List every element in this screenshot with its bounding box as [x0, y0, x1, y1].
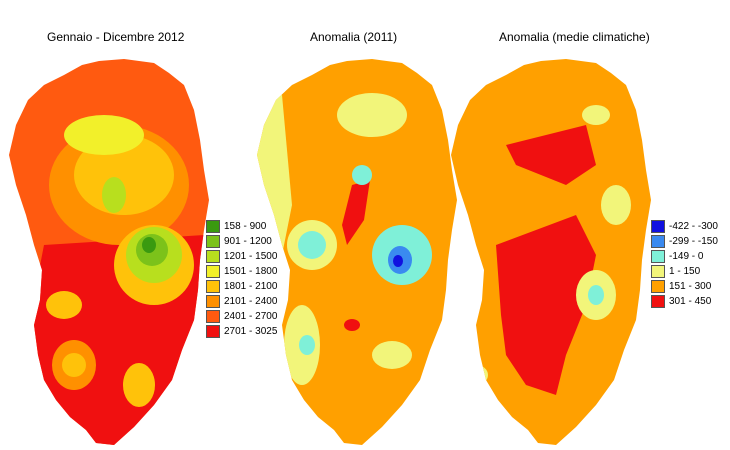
anomaly-2011-map [257, 59, 457, 445]
legend-entry: 151 - 300 [651, 279, 718, 294]
legend-entry: -422 - -300 [651, 219, 718, 234]
legend-entry: 1201 - 1500 [206, 249, 277, 264]
legend-label: -299 - -150 [669, 236, 718, 247]
legend-swatch [206, 220, 220, 233]
legend-entry: -299 - -150 [651, 234, 718, 249]
legend-entry: 901 - 1200 [206, 234, 277, 249]
panel-title-anomaly-2011: Anomalia (2011) [310, 30, 398, 44]
legend-label: 901 - 1200 [224, 236, 272, 247]
legend-swatch [206, 295, 220, 308]
legend-swatch [651, 265, 665, 278]
legend-label: 2701 - 3025 [224, 326, 278, 337]
legend-swatch [651, 280, 665, 293]
legend-label: 1 - 150 [669, 266, 701, 277]
legend-label: 1201 - 1500 [224, 251, 278, 262]
legend-swatch [206, 325, 220, 338]
legend-label: 151 - 300 [669, 281, 712, 292]
legend-entry: 1801 - 2100 [206, 279, 277, 294]
legend-entry: 1 - 150 [651, 264, 718, 279]
legend-label: 301 - 450 [669, 296, 712, 307]
legend-label: 1801 - 2100 [224, 281, 278, 292]
legend-swatch [206, 250, 220, 263]
legend-swatch [651, 295, 665, 308]
legend-swatch [206, 235, 220, 248]
anomaly-legend: -422 - -300 -299 - -150 -149 - 0 1 - 150 151… [651, 219, 718, 309]
legend-label: -422 - -300 [669, 221, 718, 232]
legend-label: 2401 - 2700 [224, 311, 278, 322]
legend-swatch [206, 310, 220, 323]
legend-entry: 158 - 900 [206, 219, 277, 234]
panel-title-precipitation: Gennaio - Dicembre 2012 [47, 30, 185, 44]
legend-swatch [651, 235, 665, 248]
legend-entry: 1501 - 1800 [206, 264, 277, 279]
legend-entry: 2101 - 2400 [206, 294, 277, 309]
legend-entry: 2701 - 3025 [206, 324, 277, 339]
legend-swatch [206, 265, 220, 278]
anomaly-climatic-map [451, 59, 651, 445]
panel-title-anomaly-climatic: Anomalia (medie climatiche) [499, 30, 650, 44]
legend-label: -149 - 0 [669, 251, 704, 262]
precipitation-map [9, 59, 209, 445]
legend-entry: 2401 - 2700 [206, 309, 277, 324]
legend-label: 158 - 900 [224, 221, 267, 232]
legend-swatch [206, 280, 220, 293]
legend-swatch [651, 250, 665, 263]
precipitation-legend: 158 - 900 901 - 1200 1201 - 1500 1501 - 180… [206, 219, 277, 339]
legend-label: 1501 - 1800 [224, 266, 278, 277]
legend-entry: 301 - 450 [651, 294, 718, 309]
legend-swatch [651, 220, 665, 233]
legend-label: 2101 - 2400 [224, 296, 278, 307]
legend-entry: -149 - 0 [651, 249, 718, 264]
